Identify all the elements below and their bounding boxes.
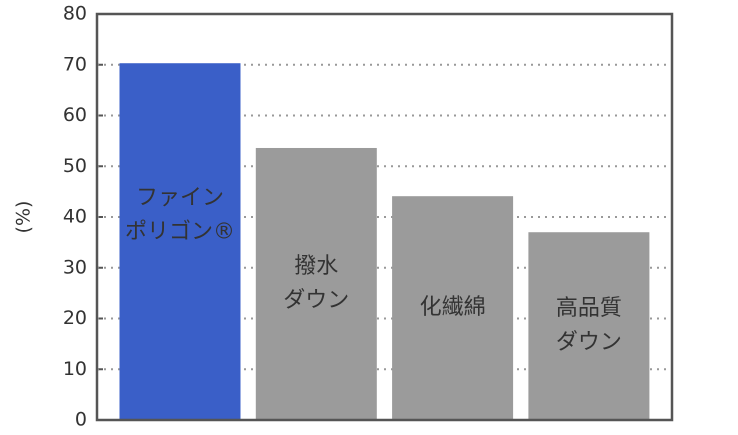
category-label: ダウン [556,330,622,355]
y-axis-label: (%) [13,201,35,234]
category-label: ポリゴン® [125,220,235,245]
category-label: 撥水 [294,254,338,279]
y-tick-label: 60 [63,104,87,126]
category-label: ファイン [136,186,224,211]
y-tick-label: 20 [63,307,87,329]
bar [528,232,650,420]
category-label: 化繊綿 [420,295,486,320]
category-label: 高品質 [556,296,622,321]
y-tick-label: 10 [63,358,87,380]
plot-frame [95,12,674,422]
y-tick-label: 80 [63,3,87,25]
bar [392,196,514,420]
y-tick-label: 30 [63,256,87,278]
y-tick-label: 40 [63,206,87,228]
y-tick-label: 70 [63,53,87,75]
y-tick-label: 0 [75,409,87,431]
bar [255,147,377,421]
y-tick-label: 50 [63,155,87,177]
bar [119,63,241,420]
category-label: ダウン [283,288,349,313]
